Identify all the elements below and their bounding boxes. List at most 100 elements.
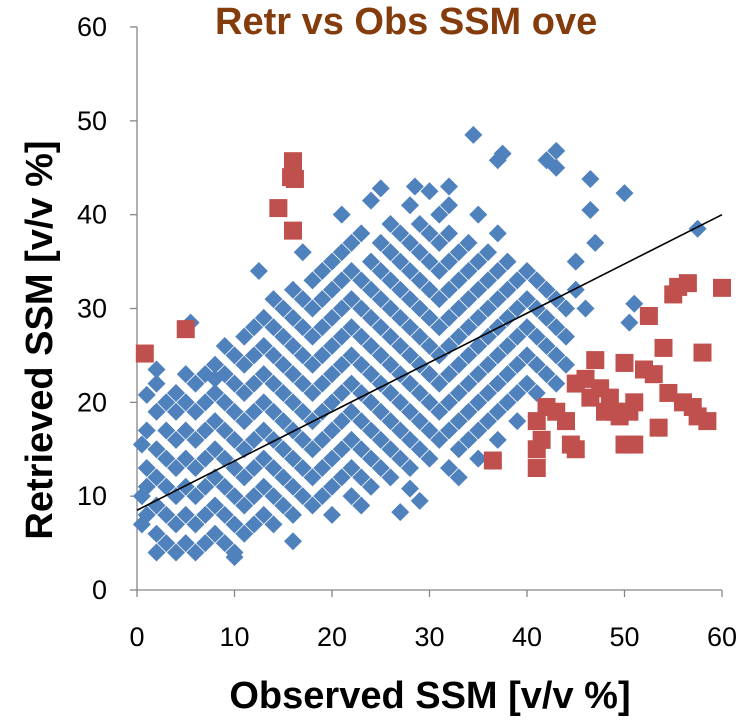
data-point [371,346,390,365]
data-point [420,365,439,384]
data-point [323,477,341,496]
data-point [245,430,263,449]
data-point [186,515,205,534]
y-tick-label: 40 [77,200,107,230]
data-point [362,477,380,496]
data-point [157,534,176,553]
data-point [303,496,322,515]
data-point [625,435,644,454]
data-point [537,337,556,356]
data-point [371,430,390,449]
data-point [284,365,302,384]
data-point [225,430,244,449]
data-point [420,393,439,412]
data-point [342,318,361,337]
data-point [293,243,312,262]
data-point [498,393,517,412]
data-point [498,337,517,356]
data-point [371,290,390,309]
y-axis-title: Retrieved SSM [v/v %] [19,140,61,539]
data-point [508,355,527,374]
data-point [420,337,439,356]
data-point [254,308,273,327]
data-point [342,374,361,393]
data-point [352,383,371,402]
data-point [713,278,731,297]
data-point [362,337,380,356]
data-point [147,440,166,459]
data-point [479,271,497,290]
data-point [264,374,283,393]
data-point [352,299,371,318]
data-point [342,487,361,506]
data-point [186,402,205,421]
data-point [615,353,634,372]
data-point [147,374,166,393]
data-point [464,125,483,144]
data-point [381,412,400,431]
data-point [488,224,507,243]
data-point [225,346,244,365]
data-point [215,421,234,440]
data-point [420,224,439,243]
data-point [557,327,575,346]
data-point [693,343,712,362]
x-tick-label: 50 [609,622,639,652]
data-point [215,477,234,496]
data-point [449,412,468,431]
data-point [269,199,288,218]
data-point [430,430,449,449]
data-point [274,496,293,515]
data-point [303,299,322,318]
data-point [313,430,332,449]
data-point [430,205,449,224]
data-point [576,369,595,388]
data-point [557,355,575,374]
data-point [167,430,185,449]
data-point [401,479,419,498]
data-point [508,271,527,290]
data-point [323,337,341,356]
data-point [469,421,488,440]
data-point [410,299,429,318]
data-point [225,402,244,421]
data-point [332,383,351,402]
data-point [167,459,185,478]
data-point [342,459,361,478]
data-point [303,271,322,290]
trendline [136,213,723,511]
data-point [537,365,556,384]
data-point [410,491,429,510]
data-point [371,402,390,421]
data-point [293,346,312,365]
data-point [518,261,536,280]
data-point [274,355,293,374]
data-point [303,383,322,402]
data-point [449,271,468,290]
data-point [313,290,332,309]
data-point [206,524,224,543]
data-point [566,252,585,271]
data-point [537,280,556,299]
data-point [332,271,351,290]
data-point [147,543,166,562]
data-point [303,327,322,346]
data-point [401,346,419,365]
data-point [323,449,341,468]
data-point [274,440,293,459]
data-point [440,224,458,243]
data-point [206,412,224,431]
data-point [323,252,341,271]
data-point [488,346,507,365]
data-point [508,299,527,318]
data-point [547,374,566,393]
x-tick-label: 40 [512,622,542,652]
data-point [235,496,254,515]
data-point [303,468,322,487]
data-point [186,487,205,506]
data-point [440,196,458,215]
data-point [196,477,215,496]
data-point [206,369,224,388]
data-point [391,252,410,271]
data-point [440,280,458,299]
